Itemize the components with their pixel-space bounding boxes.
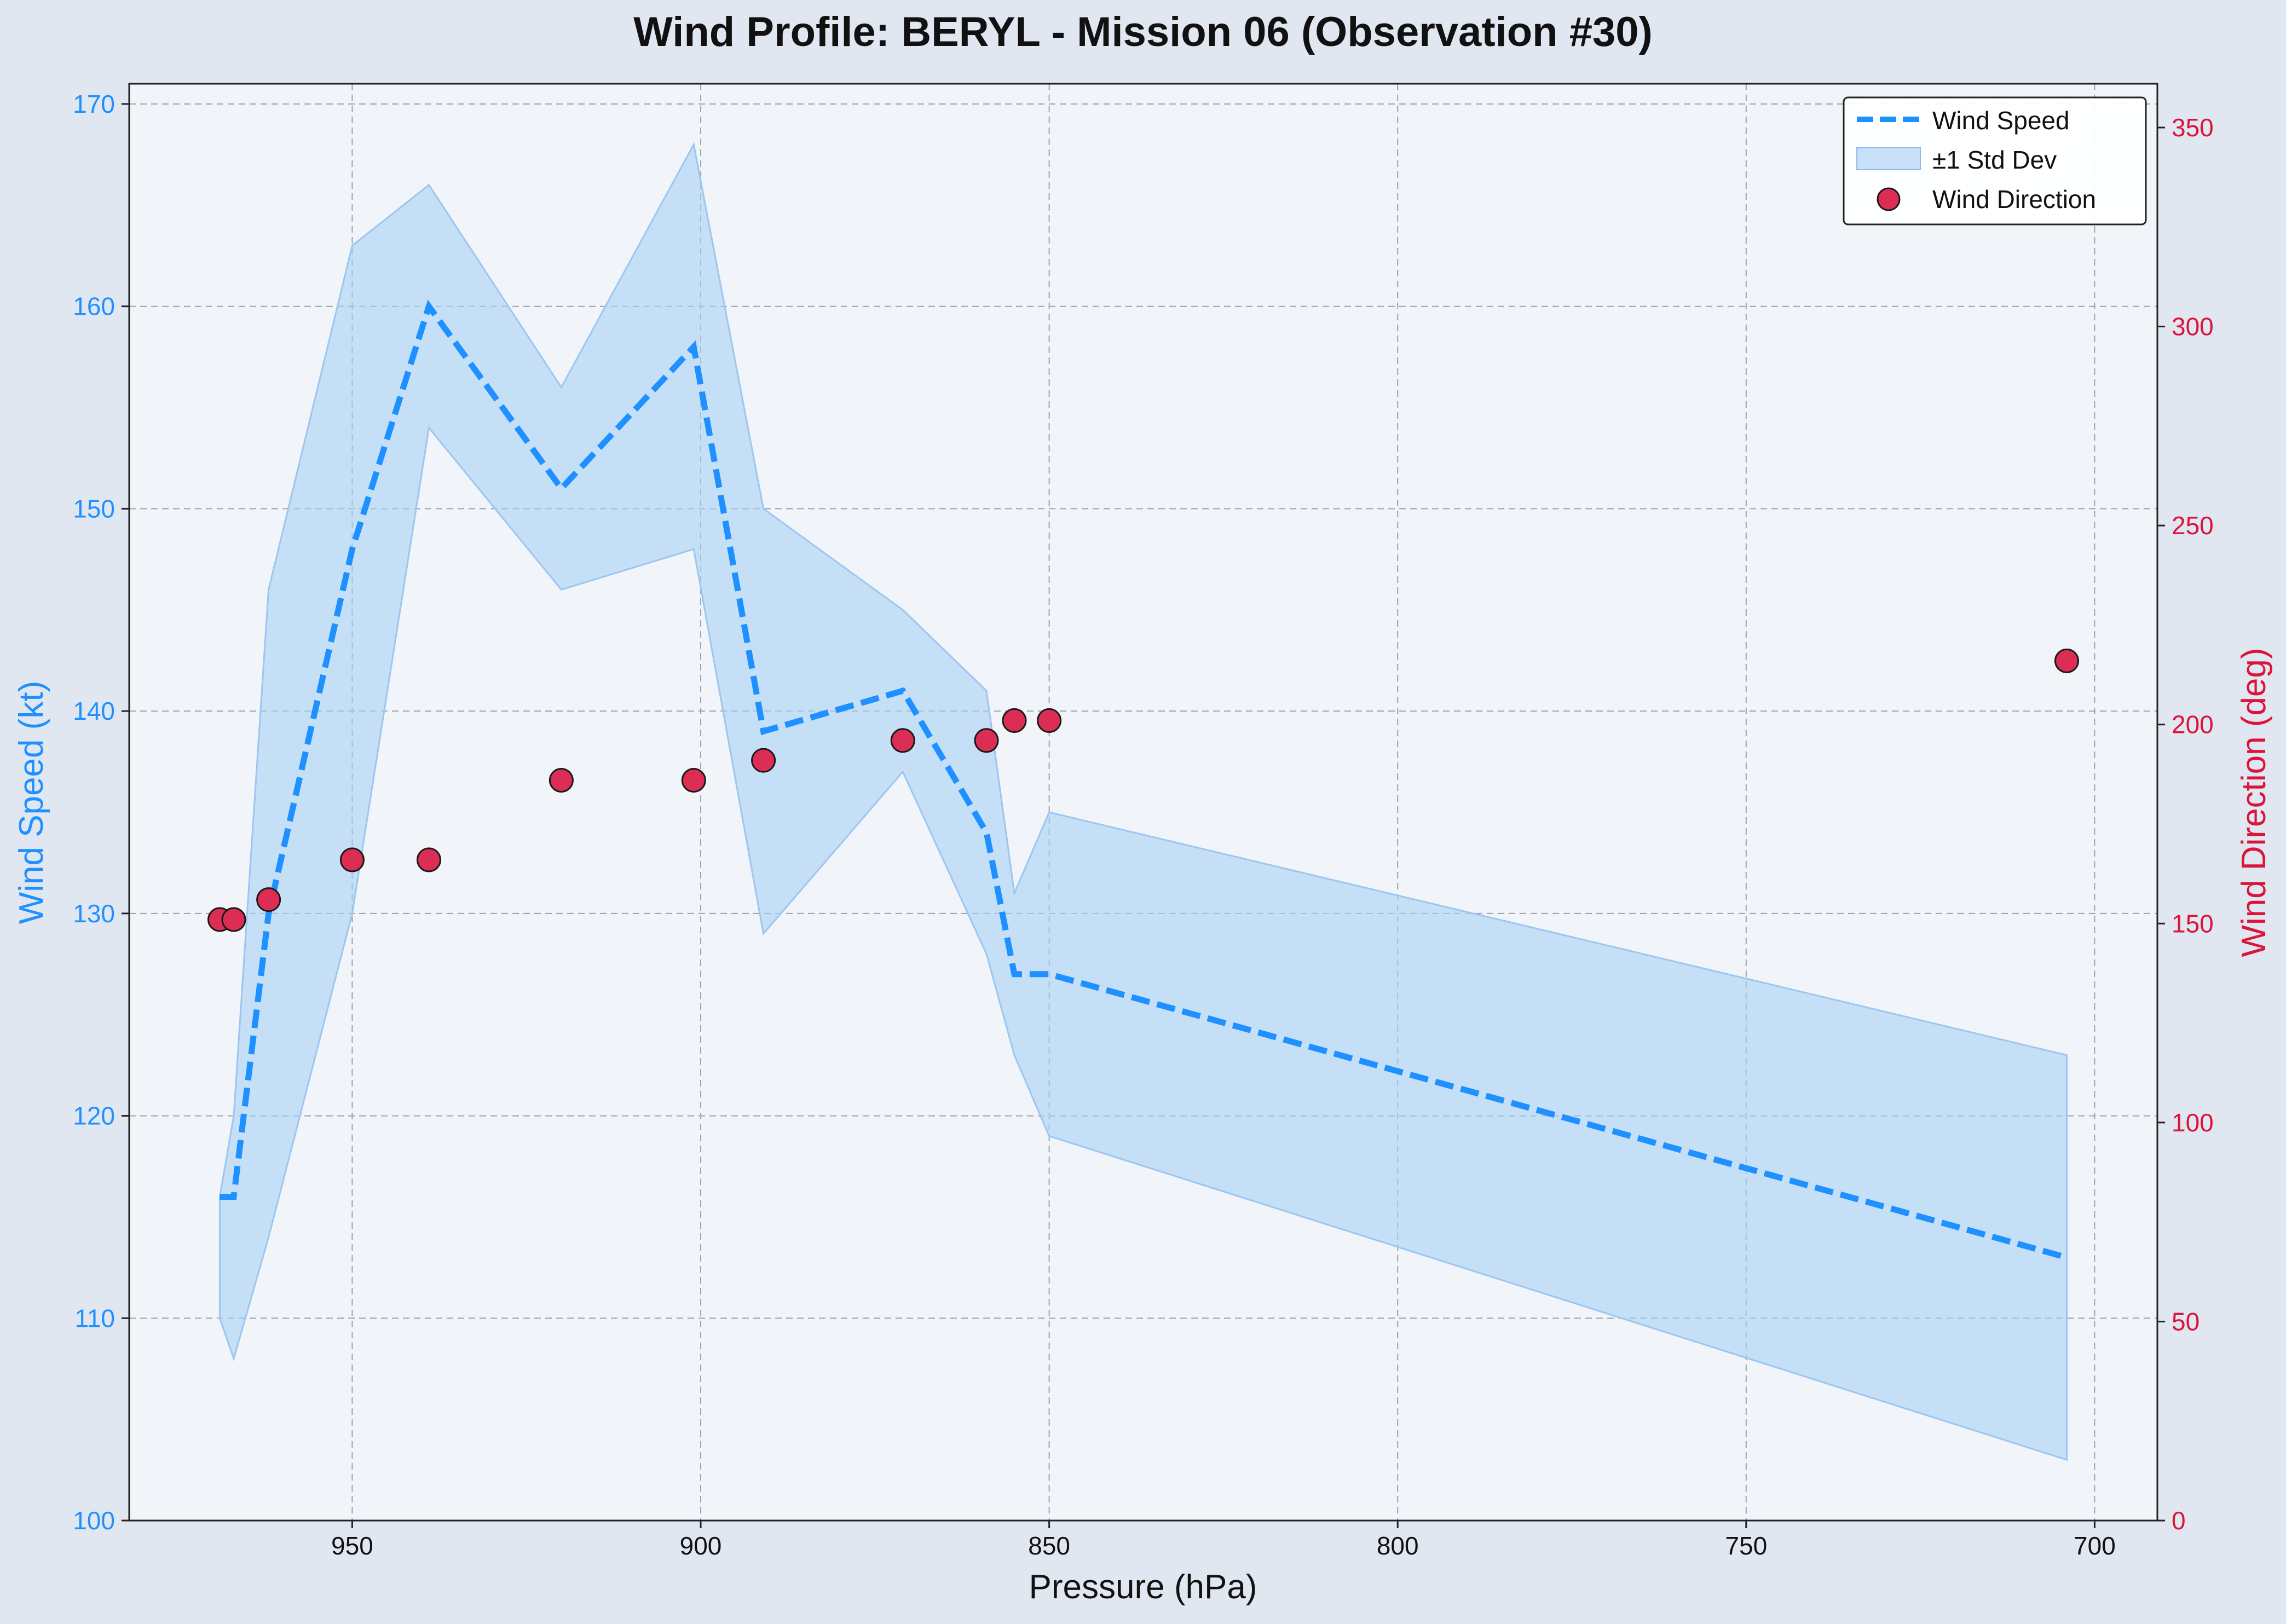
y-tick-label: 100 [73,1506,115,1535]
y-tick-label: 160 [73,292,115,321]
x-axis-ticks: 950 900 850 800 750 700 [331,1521,2116,1560]
legend-speed-label: Wind Speed [1932,106,2070,135]
direction-point [549,768,574,793]
y2-tick-label: 150 [2172,909,2214,938]
legend-direction-label: Wind Direction [1932,185,2096,213]
direction-point [974,728,999,753]
y-axis-ticks: 100 110 120 130 140 150 160 170 [73,90,129,1535]
y-tick-label: 120 [73,1102,115,1130]
y2-tick-label: 350 [2172,113,2214,142]
y2-tick-label: 50 [2172,1307,2200,1336]
y2-tick-label: 0 [2172,1506,2186,1535]
std-dev-band [219,142,2068,1461]
direction-point [1037,708,1062,733]
y-tick-label: 140 [73,697,115,725]
legend-band-label: ±1 Std Dev [1932,146,2057,174]
y-tick-label: 170 [73,90,115,118]
wind-direction-points [207,648,2079,932]
legend-direction-swatch [1877,187,1901,211]
y-tick-label: 110 [75,1304,115,1332]
direction-point [339,847,365,872]
x-tick-label: 850 [1028,1531,1070,1560]
direction-point [2054,648,2079,673]
direction-point [256,887,281,912]
y2-tick-label: 100 [2172,1108,2214,1137]
x-tick-label: 750 [1725,1531,1767,1560]
y2-axis-ticks: 0 50 100 150 200 250 300 350 [2157,113,2214,1535]
y2-tick-label: 300 [2172,313,2214,341]
direction-point [681,768,706,793]
x-tick-label: 800 [1377,1531,1419,1560]
wind-speed-line [220,299,2068,1261]
plot-frame [128,83,2158,1522]
y2-axis-label: Wind Direction (deg) [2235,648,2273,957]
direction-point [416,847,441,872]
y-tick-label: 150 [73,494,115,523]
chart-title: Wind Profile: BERYL - Mission 06 (Observ… [633,9,1653,55]
y2-tick-label: 200 [2172,710,2214,739]
legend-band-swatch [1856,147,1921,170]
direction-point [751,748,776,773]
x-tick-label: 900 [680,1531,722,1560]
direction-point [1002,708,1027,733]
direction-point [221,907,246,932]
x-tick-label: 950 [331,1531,373,1560]
y2-tick-label: 250 [2172,511,2214,540]
y-tick-label: 130 [73,899,115,928]
legend-box [1843,96,2147,226]
x-tick-label: 700 [2074,1531,2116,1560]
direction-point [890,728,915,753]
legend: Wind Speed ±1 Std Dev Wind Direction [1843,96,2147,226]
x-axis-label: Pressure (hPa) [1029,1568,1257,1606]
y-axis-label: Wind Speed (kt) [13,681,50,924]
